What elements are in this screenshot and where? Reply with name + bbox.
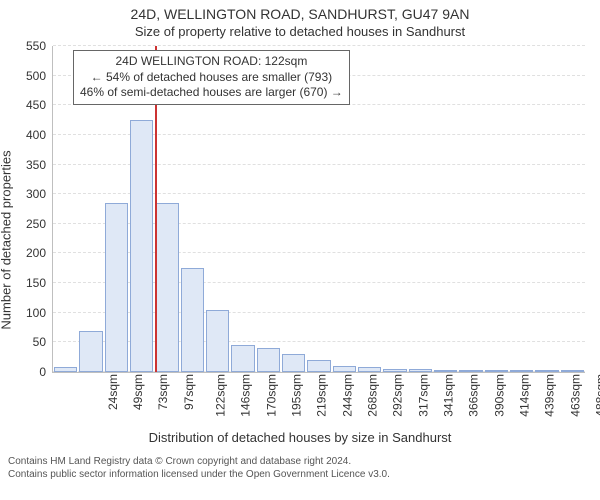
x-tick-label: 463sqm (568, 374, 582, 417)
y-tick-label: 200 (0, 246, 46, 260)
x-tick-label: 195sqm (290, 374, 304, 417)
footnote-line-1: Contains HM Land Registry data © Crown c… (8, 456, 390, 469)
histogram-bar (155, 203, 178, 372)
y-tick-label: 450 (0, 98, 46, 112)
y-axis-label: Number of detached properties (0, 150, 14, 329)
x-tick-label: 73sqm (156, 374, 170, 410)
x-axis-label: Distribution of detached houses by size … (0, 430, 600, 445)
histogram-bar (206, 310, 229, 372)
plot-area: 24D WELLINGTON ROAD: 122sqm ← 54% of det… (52, 46, 585, 373)
x-tick-label: 122sqm (214, 374, 228, 417)
footnote: Contains HM Land Registry data © Crown c… (8, 456, 390, 481)
y-tick-label: 150 (0, 276, 46, 290)
histogram-bar (231, 345, 254, 372)
y-tick-label: 250 (0, 217, 46, 231)
chart-subtitle: Size of property relative to detached ho… (0, 24, 600, 39)
x-tick-label: 268sqm (366, 374, 380, 417)
histogram-bar (130, 120, 153, 372)
annotation-box: 24D WELLINGTON ROAD: 122sqm ← 54% of det… (73, 50, 350, 105)
x-tick-label: 97sqm (182, 374, 196, 410)
x-tick-label: 219sqm (315, 374, 329, 417)
histogram-bar (181, 268, 204, 372)
annotation-line-3: 46% of semi-detached houses are larger (… (80, 85, 343, 101)
annotation-line-2: ← 54% of detached houses are smaller (79… (80, 70, 343, 86)
x-tick-label: 24sqm (106, 374, 120, 410)
x-tick-label: 292sqm (391, 374, 405, 417)
y-tick-label: 350 (0, 158, 46, 172)
x-tick-label: 317sqm (416, 374, 430, 417)
y-tick-label: 550 (0, 39, 46, 53)
x-tick-label: 390sqm (492, 374, 506, 417)
histogram-bar (105, 203, 128, 372)
histogram-bar (79, 331, 102, 372)
x-tick-label: 244sqm (340, 374, 354, 417)
chart-title: 24D, WELLINGTON ROAD, SANDHURST, GU47 9A… (0, 6, 600, 22)
x-tick-label: 414sqm (518, 374, 532, 417)
y-tick-label: 400 (0, 128, 46, 142)
histogram-bar (307, 360, 330, 372)
x-tick-label: 366sqm (467, 374, 481, 417)
x-tick-labels: 24sqm 49sqm 73sqm 97sqm 122sqm 146sqm 170sqm 19… (52, 372, 584, 432)
x-tick-label: 170sqm (264, 374, 278, 417)
y-tick-label: 0 (0, 365, 46, 379)
gridline (53, 45, 585, 46)
x-tick-label: 49sqm (131, 374, 145, 410)
x-tick-label: 341sqm (442, 374, 456, 417)
y-tick-label: 300 (0, 187, 46, 201)
histogram-bar (282, 354, 305, 372)
footnote-line-2: Contains public sector information licen… (8, 469, 390, 482)
x-tick-label: 488sqm (594, 374, 600, 417)
y-tick-label: 500 (0, 69, 46, 83)
y-tick-label: 50 (0, 335, 46, 349)
annotation-line-1: 24D WELLINGTON ROAD: 122sqm (80, 54, 343, 70)
histogram-bar (257, 348, 280, 372)
y-tick-label: 100 (0, 306, 46, 320)
x-tick-label: 439sqm (543, 374, 557, 417)
x-tick-label: 146sqm (239, 374, 253, 417)
